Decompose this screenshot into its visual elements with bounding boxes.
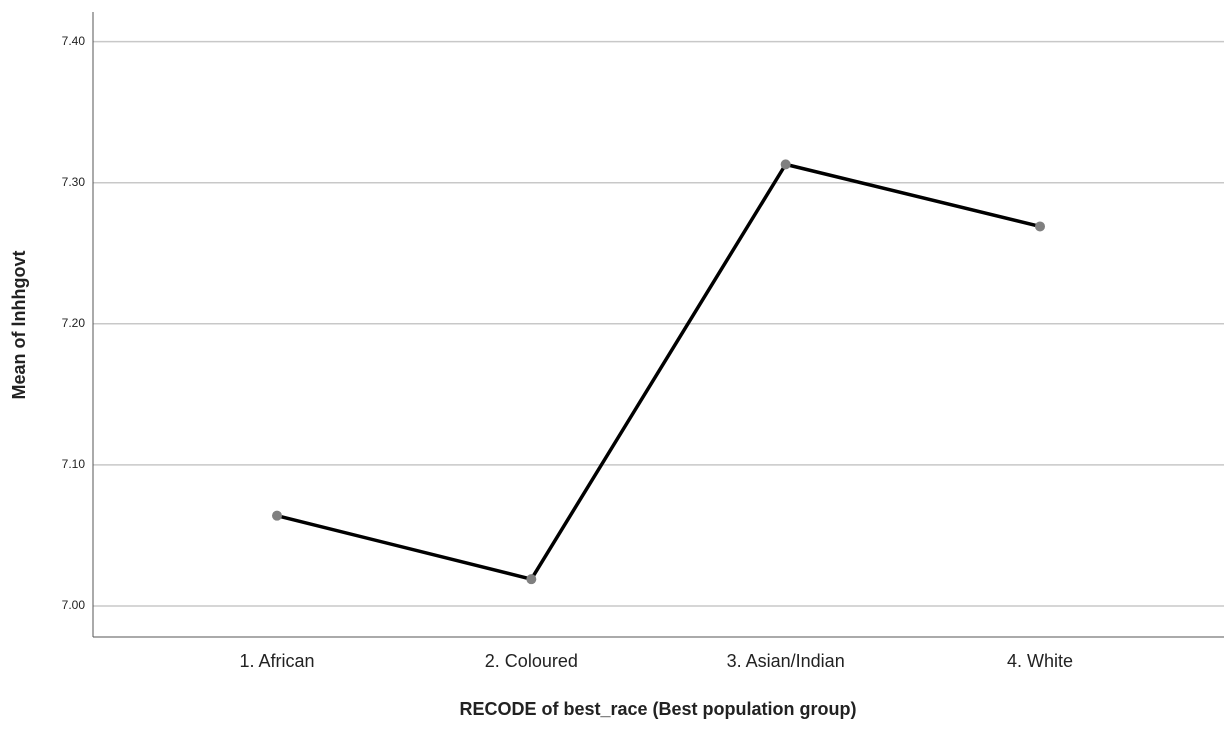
data-point (272, 510, 282, 521)
y-axis-title: Mean of lnhhgovt (9, 251, 29, 400)
x-axis-title: RECODE of best_race (Best population gro… (459, 699, 856, 719)
data-line (276, 162, 1041, 581)
data-point (526, 574, 537, 585)
x-tick-label: 3. Asian/Indian (727, 651, 845, 671)
data-point (1035, 221, 1045, 232)
data-point (780, 159, 791, 170)
y-tick-label: 7.00 (62, 598, 86, 612)
x-tick-label: 4. White (1007, 651, 1073, 671)
y-tick-label: 7.40 (62, 34, 86, 48)
x-tick-label: 2. Coloured (485, 651, 578, 671)
y-tick-label: 7.10 (62, 457, 86, 471)
x-tick-label: 1. African (239, 651, 314, 671)
y-tick-label: 7.20 (62, 316, 86, 330)
y-tick-label: 7.30 (62, 175, 86, 189)
